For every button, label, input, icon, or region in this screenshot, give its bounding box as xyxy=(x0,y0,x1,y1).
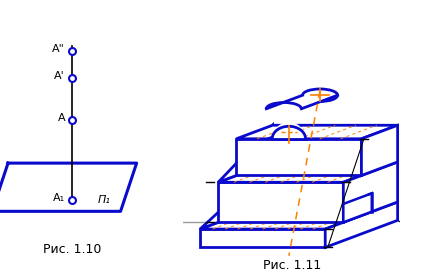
Text: A': A' xyxy=(54,71,65,81)
Text: П₁: П₁ xyxy=(98,195,111,205)
Polygon shape xyxy=(0,163,137,211)
Wedge shape xyxy=(272,122,305,139)
Text: A₁: A₁ xyxy=(53,193,65,203)
Polygon shape xyxy=(200,202,398,229)
Text: A: A xyxy=(58,113,65,123)
Polygon shape xyxy=(218,182,343,222)
Polygon shape xyxy=(236,139,361,175)
Polygon shape xyxy=(200,229,325,247)
Polygon shape xyxy=(200,162,272,229)
Polygon shape xyxy=(343,193,372,222)
Polygon shape xyxy=(236,125,398,139)
Polygon shape xyxy=(218,162,398,182)
Polygon shape xyxy=(343,162,398,222)
Text: Рис. 1.11: Рис. 1.11 xyxy=(263,259,321,272)
Polygon shape xyxy=(325,202,398,247)
Polygon shape xyxy=(218,125,272,182)
Polygon shape xyxy=(266,95,338,109)
Text: Рис. 1.10: Рис. 1.10 xyxy=(43,244,102,257)
Polygon shape xyxy=(361,125,398,175)
Text: A": A" xyxy=(52,44,65,54)
Ellipse shape xyxy=(302,89,338,101)
